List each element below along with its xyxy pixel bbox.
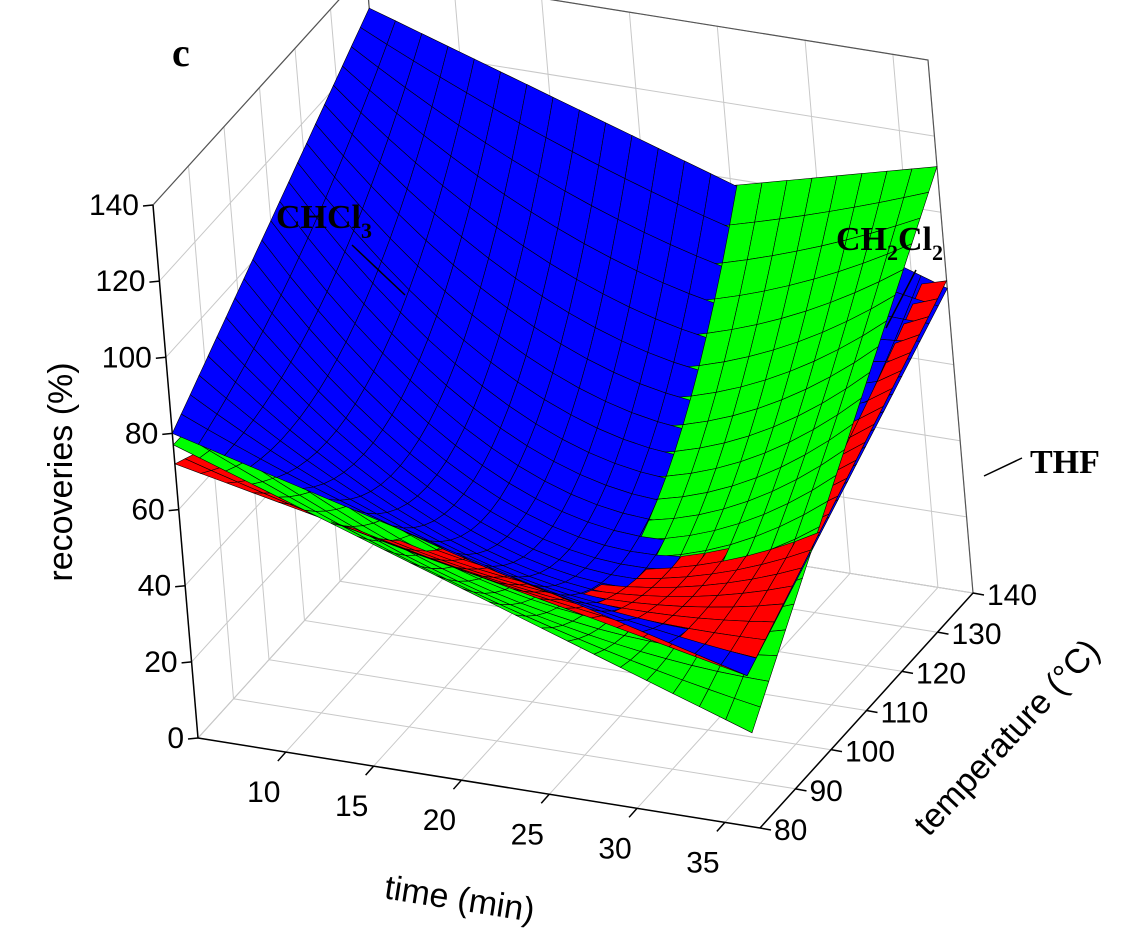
x-tick bbox=[540, 793, 550, 804]
leader-line-chcl3 bbox=[351, 244, 406, 296]
z-tick-label: 140 bbox=[89, 189, 139, 222]
x-tick-label: 10 bbox=[247, 776, 280, 809]
x-tick bbox=[277, 751, 287, 762]
z-tick bbox=[187, 737, 199, 740]
z-tick-label: 80 bbox=[125, 417, 158, 450]
series-label-thf: THF bbox=[1030, 444, 1100, 481]
surfaces bbox=[171, 7, 948, 734]
frame-top bbox=[152, 0, 974, 594]
y-tick-label: 100 bbox=[845, 736, 895, 769]
z-tick-label: 0 bbox=[167, 722, 184, 755]
x-axis-line bbox=[197, 737, 761, 829]
x-tick-label: 25 bbox=[511, 818, 544, 851]
x-tick bbox=[365, 765, 375, 776]
z-tick-label: 60 bbox=[131, 494, 164, 527]
series-label-ch2cl2: CH2Cl2 bbox=[836, 221, 943, 265]
surface-cell bbox=[725, 698, 761, 734]
panel-label: c bbox=[172, 30, 190, 75]
leader-line-ch2cl2 bbox=[885, 269, 917, 329]
z-tick-label: 40 bbox=[138, 570, 171, 603]
y-tick bbox=[759, 827, 772, 831]
z-tick-label: 100 bbox=[102, 341, 152, 374]
z-tick bbox=[175, 584, 186, 588]
z-tick-label: 20 bbox=[144, 646, 177, 679]
y-tick-label: 110 bbox=[881, 697, 929, 730]
y-tick-label: 140 bbox=[987, 579, 1037, 612]
y-tick-label: 130 bbox=[952, 618, 1002, 651]
y-tick-label: 90 bbox=[810, 775, 843, 808]
z-tick bbox=[168, 508, 179, 512]
x-tick bbox=[628, 807, 638, 818]
y-tick bbox=[901, 670, 914, 675]
y-gridline bbox=[188, 165, 796, 790]
surface-cell bbox=[720, 650, 757, 677]
y-tick-label: 80 bbox=[774, 814, 807, 847]
z-axis-line bbox=[152, 204, 199, 739]
series-label-chcl3: CHCl3 bbox=[276, 199, 372, 243]
y-tick-label: 120 bbox=[916, 657, 966, 690]
x-tick-label: 15 bbox=[335, 790, 368, 823]
x-tick-label: 20 bbox=[423, 804, 456, 837]
z-tick bbox=[181, 661, 192, 664]
y-tick bbox=[795, 788, 807, 792]
y-tick bbox=[937, 631, 949, 635]
y-tick bbox=[866, 709, 878, 714]
x-axis-title: time (min) bbox=[382, 869, 537, 930]
z-tick bbox=[155, 356, 166, 360]
z-tick bbox=[149, 280, 160, 283]
x-tick-label: 35 bbox=[686, 846, 719, 879]
z-tick bbox=[142, 204, 154, 207]
x-tick bbox=[452, 779, 462, 790]
y-tick bbox=[972, 592, 985, 596]
leader-line-thf bbox=[983, 457, 1023, 477]
x-tick-label: 30 bbox=[598, 832, 631, 865]
x-tick bbox=[716, 821, 726, 832]
z-tick-label: 120 bbox=[95, 265, 145, 298]
z-axis-title: recoveries (%) bbox=[42, 362, 80, 581]
y-tick bbox=[830, 748, 843, 753]
z-tick bbox=[162, 432, 173, 436]
